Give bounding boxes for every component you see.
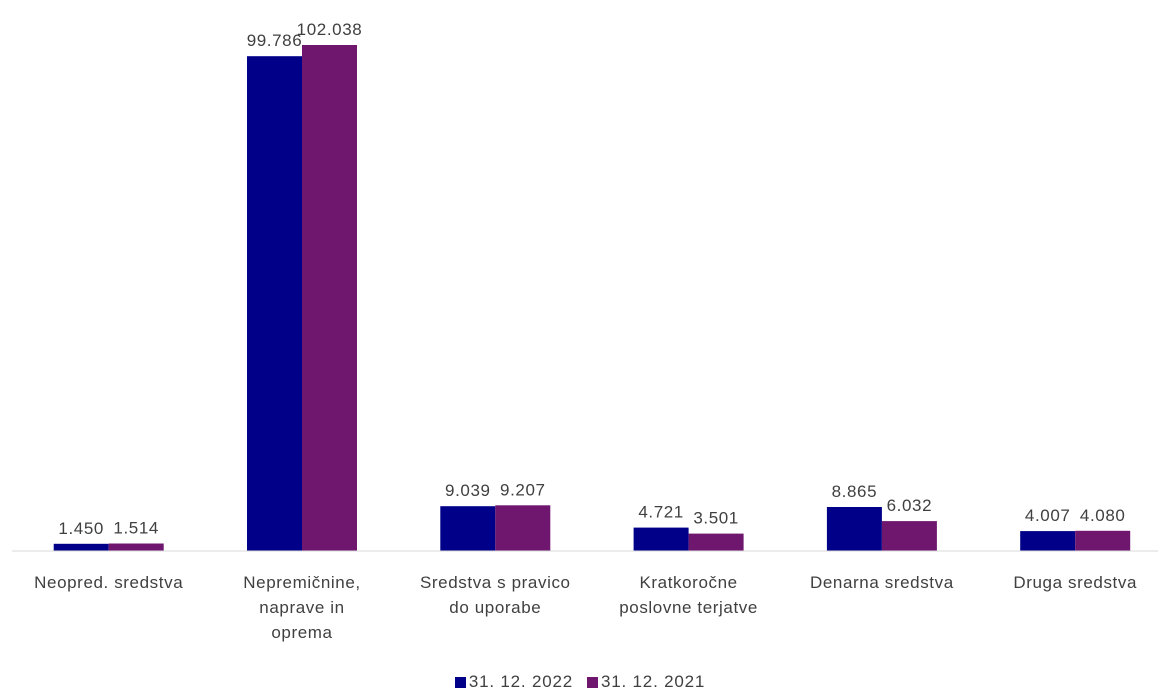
data-label-2022-2: 9.039: [445, 481, 491, 500]
bar-2022-5: [1020, 531, 1076, 551]
legend-item-2022: 31. 12. 2022: [454, 672, 573, 692]
x-tick-labels: Neopred. sredstva Nepremičnine, naprave in…: [34, 573, 1137, 642]
x-tick-label-5-0: Druga sredstva: [1013, 573, 1137, 592]
bar-2022-1: [247, 56, 302, 551]
bar-2021-1: [302, 45, 357, 551]
legend-swatch-2022: [454, 676, 466, 688]
bars: [53, 45, 1131, 551]
legend-label-2022: 31. 12. 2022: [468, 672, 573, 691]
data-label-2022-3: 4.721: [638, 503, 684, 522]
legend-item-2021: 31. 12. 2021: [587, 672, 705, 692]
data-label-2021-4: 6.032: [887, 496, 933, 515]
x-tick-label-3-1: poslovne terjatve: [619, 598, 758, 617]
data-label-2022-5: 4.007: [1025, 506, 1071, 525]
data-label-2021-2: 9.207: [500, 480, 546, 499]
x-tick-label-2-1: do uporabe: [449, 598, 541, 617]
legend-swatch-2021: [587, 676, 598, 688]
bar-2022-3: [633, 527, 689, 551]
legend-label-2021: 31. 12. 2021: [601, 672, 706, 691]
legend: 31. 12. 2022 31. 12. 2021: [0, 670, 1160, 694]
bar-2021-4: [881, 521, 937, 551]
data-label-2021-1: 102.038: [297, 20, 363, 39]
bar-2022-0: [53, 543, 109, 551]
bar-2021-5: [1075, 530, 1131, 551]
x-tick-label-3-0: Kratkoročne: [639, 573, 737, 592]
x-tick-label-0-0: Neopred. sredstva: [34, 573, 183, 592]
bar-2021-0: [108, 543, 164, 551]
data-label-2022-4: 8.865: [832, 482, 878, 501]
x-tick-label-4-0: Denarna sredstva: [810, 573, 954, 592]
x-tick-label-1-2: oprema: [271, 623, 332, 642]
data-label-2021-3: 3.501: [693, 509, 739, 528]
data-label-2021-0: 1.514: [113, 519, 159, 538]
bar-2022-2: [440, 506, 496, 551]
bar-2022-4: [826, 507, 882, 551]
x-tick-label-1-1: naprave in: [259, 598, 344, 617]
data-label-2022-0: 1.450: [58, 519, 104, 538]
data-label-2021-5: 4.080: [1080, 506, 1126, 525]
x-tick-label-1-0: Nepremičnine,: [243, 573, 360, 592]
bar-2021-3: [688, 533, 744, 551]
data-label-2022-1: 99.786: [247, 31, 303, 50]
bar-2021-2: [495, 505, 551, 551]
x-tick-label-2-0: Sredstva s pravico: [420, 573, 571, 592]
